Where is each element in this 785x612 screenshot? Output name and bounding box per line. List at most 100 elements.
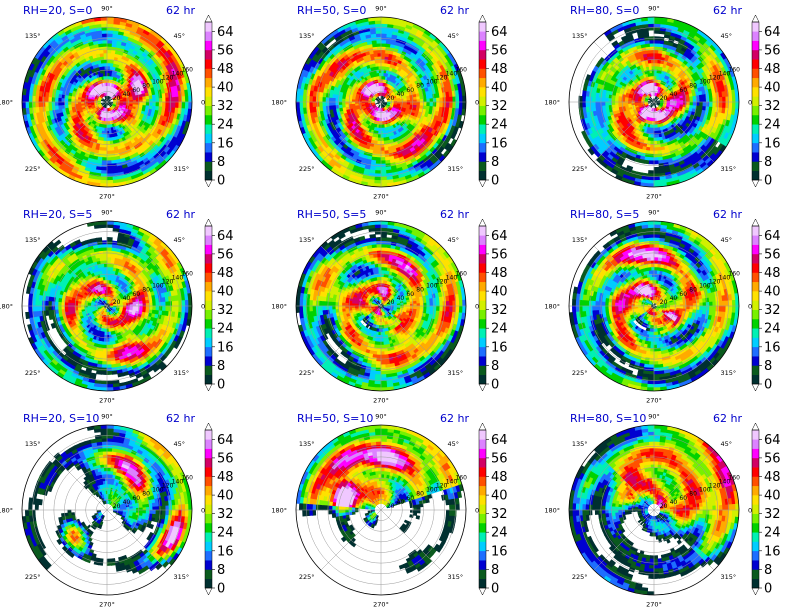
colorbar-extend-min [204, 179, 213, 188]
field-cell [458, 95, 464, 103]
field-cell [102, 153, 108, 158]
field-cell [24, 101, 30, 109]
colorbar-tick-label: 40 [217, 81, 234, 96]
field-cell [101, 170, 108, 175]
polar-plot: 0°45°90°135°180°225°270°315°204060801001… [544, 5, 755, 201]
field-cell [325, 97, 330, 103]
field-cell [377, 134, 382, 139]
field-cell [31, 101, 36, 109]
field-cell [106, 17, 115, 21]
field-cell [449, 96, 454, 103]
field-cell [51, 101, 56, 107]
field-cell [64, 101, 69, 106]
azimuth-label: 45° [174, 32, 186, 40]
field-cell [406, 101, 411, 105]
field-cell [331, 101, 336, 107]
field-cell [106, 55, 111, 60]
field-cell [106, 42, 112, 47]
field-cell [102, 147, 108, 152]
radial-label: 40 [397, 91, 405, 98]
field-cell [650, 134, 655, 139]
field-cell [650, 59, 655, 64]
field-cell [54, 101, 59, 107]
azimuth-label: 225° [299, 165, 315, 173]
field-cell [47, 97, 52, 103]
field-cell [376, 150, 382, 155]
panel-title: RH=20, S=0 [23, 4, 93, 17]
field-cell [338, 98, 343, 103]
azimuth-spoke [46, 41, 108, 103]
field-cell [380, 140, 385, 145]
field-cell [377, 137, 382, 142]
field-cell [380, 147, 386, 152]
field-cell [380, 150, 386, 155]
field-cell [419, 101, 424, 106]
field-cell [380, 26, 388, 31]
field-cell [376, 157, 382, 162]
colorbar-tick-label: 56 [491, 43, 508, 58]
field-cell [380, 173, 388, 178]
colorbar-segment [479, 77, 486, 88]
colorbar-segment [479, 68, 486, 79]
field-cell [374, 19, 382, 25]
azimuth-label: 135° [299, 32, 315, 40]
field-cell [375, 39, 382, 44]
colorbar-tick-label: 0 [491, 174, 499, 189]
field-cell [184, 101, 190, 109]
field-cell [73, 99, 79, 103]
field-cell [60, 98, 65, 103]
azimuth-label: 225° [25, 165, 41, 173]
field-cell [162, 97, 167, 103]
field-cell [101, 29, 108, 34]
field-cell [298, 101, 304, 109]
field-cell [380, 160, 387, 165]
colorbar-extend-max [478, 14, 487, 23]
chart-panel: 0°45°90°135°180°225°270°315°204060801001… [0, 0, 262, 204]
field-cell [341, 98, 346, 103]
field-cell [452, 101, 457, 109]
colorbar-segment [479, 114, 486, 125]
field-cell [378, 127, 382, 132]
field-cell [106, 59, 111, 64]
field-cell [106, 19, 114, 25]
colorbar-segment [479, 96, 486, 106]
field-cell [106, 173, 114, 178]
field-cell [439, 101, 444, 108]
radial-label: 20 [387, 95, 395, 102]
radial-label: 100 [152, 79, 164, 86]
radial-label: 40 [123, 91, 131, 98]
field-cell [106, 75, 110, 80]
field-cell [423, 101, 428, 106]
radial-label: 80 [142, 83, 150, 90]
field-cell [155, 97, 160, 103]
field-cell [318, 101, 323, 108]
field-cell [374, 26, 382, 31]
field-cell [429, 101, 434, 107]
radial-label: 60 [406, 87, 414, 94]
field-cell [377, 140, 382, 145]
field-cell [611, 98, 616, 103]
radial-label: 160 [182, 67, 194, 74]
field-cell [409, 101, 415, 105]
field-cell [325, 101, 330, 107]
field-cell [142, 101, 147, 106]
field-cell [158, 97, 163, 103]
colorbar-segment [205, 59, 212, 69]
field-cell [458, 101, 464, 109]
field-cell [436, 101, 441, 107]
colorbar-tick-label: 32 [491, 99, 508, 114]
colorbar-frame [478, 21, 487, 181]
field-cell [106, 179, 114, 185]
field-cell [462, 101, 466, 110]
field-cell [102, 49, 108, 54]
colorbar-segment [205, 96, 212, 106]
field-cell [380, 52, 386, 57]
colorbar-segment [479, 49, 486, 60]
azimuth-spoke [380, 101, 442, 163]
field-cell [102, 46, 108, 51]
field-cell [328, 101, 333, 107]
azimuth-label: 90° [375, 5, 387, 13]
field-cell [439, 96, 444, 103]
field-cell [653, 65, 658, 70]
